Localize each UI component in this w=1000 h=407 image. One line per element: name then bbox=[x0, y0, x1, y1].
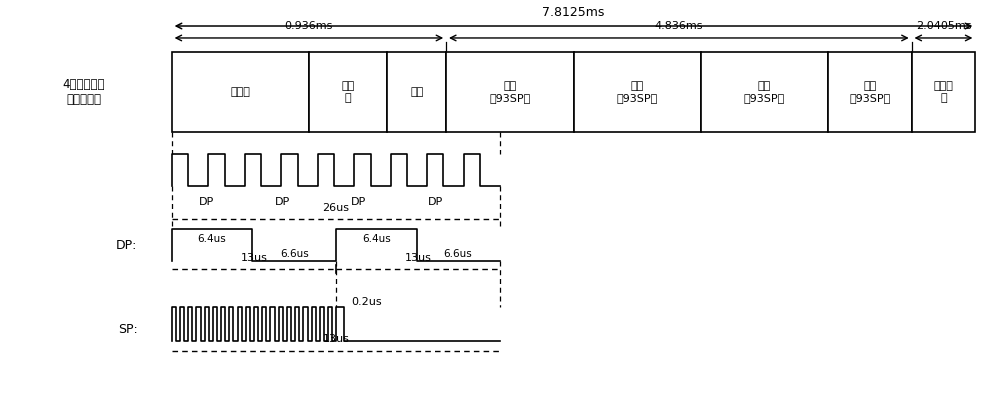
Bar bbox=[309, 52, 387, 132]
Text: 6.6us: 6.6us bbox=[280, 249, 309, 259]
Text: 数据
（93SP）: 数据 （93SP） bbox=[617, 81, 658, 103]
Text: 报头: 报头 bbox=[410, 87, 423, 97]
Bar bbox=[172, 52, 309, 132]
Text: 6.4us: 6.4us bbox=[198, 234, 226, 244]
Text: 数据
（93SP）: 数据 （93SP） bbox=[744, 81, 785, 103]
Bar bbox=[912, 52, 975, 132]
Text: SP:: SP: bbox=[118, 323, 137, 336]
Text: 粗同步: 粗同步 bbox=[230, 87, 250, 97]
Text: 传输保
护: 传输保 护 bbox=[934, 81, 953, 103]
Bar bbox=[387, 52, 446, 132]
Text: 13us: 13us bbox=[322, 334, 349, 344]
Text: 0.2us: 0.2us bbox=[351, 297, 382, 307]
Text: 精同
步: 精同 步 bbox=[341, 81, 355, 103]
Bar bbox=[701, 52, 828, 132]
Text: 4.836ms: 4.836ms bbox=[655, 21, 703, 31]
Text: 数据
（93SP）: 数据 （93SP） bbox=[489, 81, 530, 103]
Text: 4数据包单脉
冲封装结构: 4数据包单脉 冲封装结构 bbox=[62, 78, 105, 106]
Text: 13us: 13us bbox=[405, 252, 432, 263]
Text: 7.8125ms: 7.8125ms bbox=[542, 6, 605, 19]
Text: 数据
（93SP）: 数据 （93SP） bbox=[849, 81, 891, 103]
Text: DP: DP bbox=[275, 197, 290, 207]
Text: 6.6us: 6.6us bbox=[443, 249, 472, 259]
Text: 0.936ms: 0.936ms bbox=[285, 21, 333, 31]
Text: 2.0405ms: 2.0405ms bbox=[916, 21, 971, 31]
Bar bbox=[574, 52, 701, 132]
Text: DP: DP bbox=[351, 197, 367, 207]
Text: 13us: 13us bbox=[241, 252, 267, 263]
Text: 26us: 26us bbox=[322, 203, 349, 213]
Bar bbox=[446, 52, 574, 132]
Text: DP: DP bbox=[198, 197, 214, 207]
Text: DP: DP bbox=[428, 197, 443, 207]
Text: DP:: DP: bbox=[116, 239, 137, 252]
Text: 6.4us: 6.4us bbox=[362, 234, 391, 244]
Bar bbox=[828, 52, 912, 132]
